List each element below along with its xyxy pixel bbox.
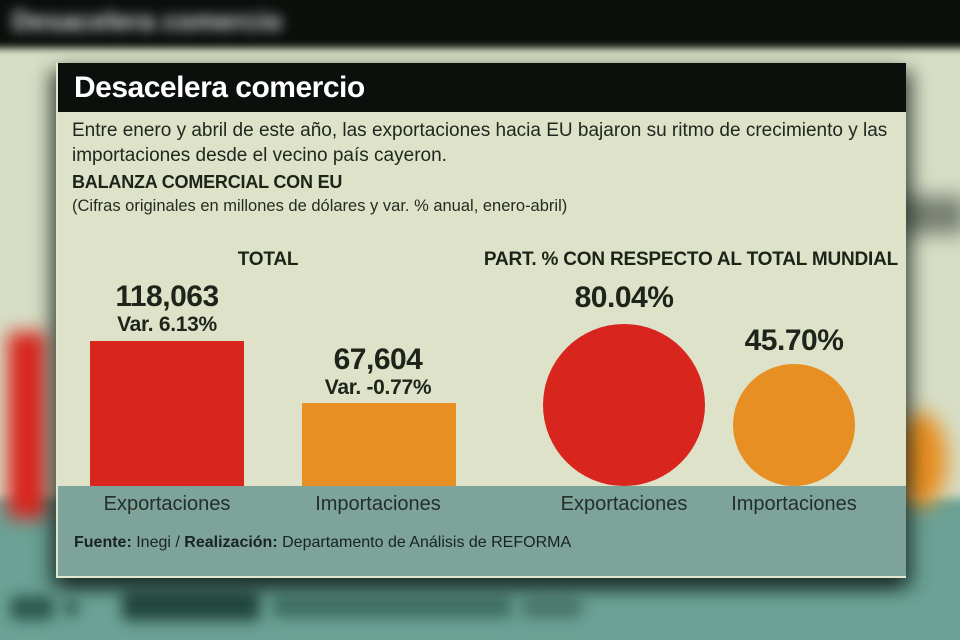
imports-share-circle (733, 364, 855, 486)
exports-value-block: 118,063 Var. 6.13% (90, 281, 244, 337)
category-band: Exportaciones Importaciones Exportacione… (58, 486, 906, 576)
intro-text: Entre enero y abril de este año, las exp… (72, 120, 888, 166)
blurred-red-bar (8, 332, 46, 518)
blurred-right-smudge (896, 196, 960, 234)
imports-variation: Var. -0.77% (324, 376, 432, 399)
blurred-text-blob (522, 598, 582, 618)
imports-bar (302, 403, 456, 486)
category-label-imports-total: Importaciones (315, 493, 441, 515)
card-header: Desacelera comercio (58, 63, 906, 112)
imports-share-value: 45.70% (744, 324, 844, 357)
imports-share-block: 45.70% (718, 325, 870, 357)
exports-share-block: 80.04% (543, 282, 705, 314)
infographic-card: Desacelera comercio Entre enero y abril … (56, 63, 906, 578)
units-note: (Cifras originales en millones de dólare… (72, 197, 568, 215)
blurred-text-blob (10, 596, 54, 620)
exports-variation: Var. 6.13% (117, 313, 217, 336)
realization-name: Departamento de Análisis de REFORMA (282, 534, 572, 551)
blurred-text-blob (122, 591, 260, 621)
world-share-heading: PART. % CON RESPECTO AL TOTAL MUNDIAL (483, 249, 899, 270)
realization-label: Realización: (184, 534, 278, 551)
category-label-exports-share: Exportaciones (560, 493, 688, 515)
exports-value: 118,063 (115, 280, 219, 313)
imports-value: 67,604 (333, 343, 423, 376)
total-heading: TOTAL (237, 249, 299, 270)
source-name: Inegi (136, 534, 171, 551)
section-subtitle: BALANZA COMERCIAL CON EU (72, 172, 343, 192)
imports-value-block: 67,604 Var. -0.77% (302, 344, 454, 400)
headline: Desacelera comercio (74, 71, 365, 104)
exports-bar (90, 341, 244, 486)
exports-share-circle (543, 324, 705, 486)
source-label: Fuente: (74, 534, 132, 551)
exports-share-value: 80.04% (574, 281, 674, 314)
source-separator: / (175, 534, 180, 551)
blurred-page-title: Desacelera comercio (12, 6, 283, 36)
category-label-imports-share: Importaciones (731, 493, 857, 515)
blurred-text-blob (272, 596, 512, 618)
category-label-exports-total: Exportaciones (103, 493, 231, 515)
blurred-top-nav-bar (0, 0, 960, 48)
blurred-text-blob (64, 600, 78, 616)
source-line: Fuente: Inegi / Realización: Departament… (74, 534, 571, 552)
